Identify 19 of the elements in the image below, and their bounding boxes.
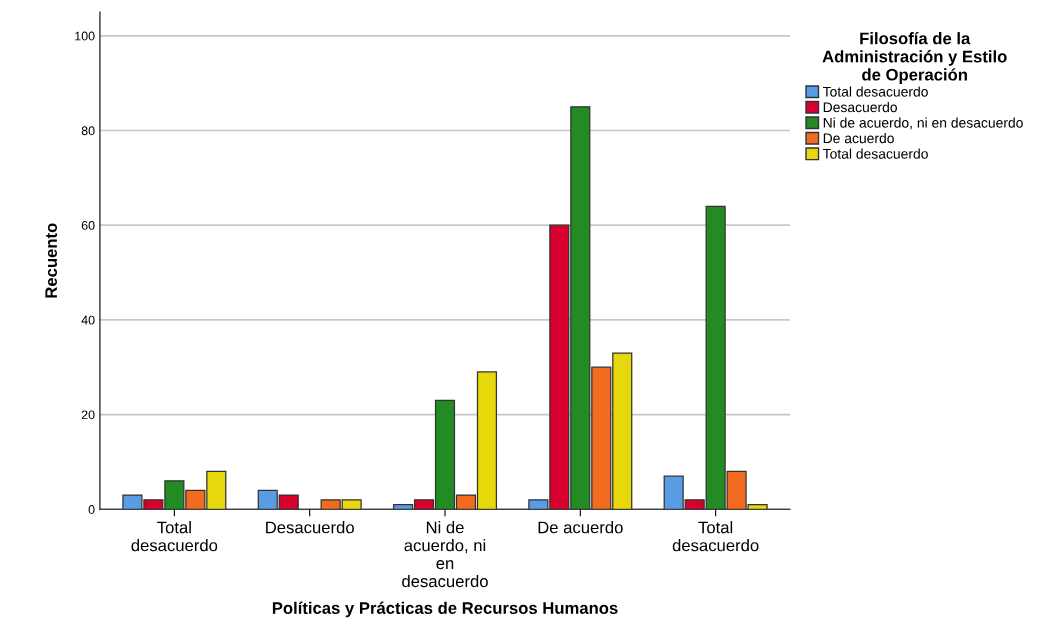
y-tick-label: 60 [81, 221, 95, 230]
x-tick-label: Total desacuerdo [672, 521, 759, 552]
legend-label: Desacuerdo [823, 101, 897, 113]
legend-label: Total desacuerdo [822, 86, 928, 97]
x-tick-label: Desacuerdo [266, 521, 354, 534]
x-tick-label: Total desacuerdo [131, 521, 218, 552]
legend-label: Total desacuerdo [822, 148, 928, 159]
x-axis-title: Políticas y Prácticas de Recursos Humanos [272, 601, 618, 618]
y-tick-label: 100 [75, 31, 95, 41]
y-axis-title: Recuento [45, 223, 58, 298]
y-tick-label: 0 [88, 505, 95, 514]
x-tick-label: Ni de acuerdo, ni en desacuerdo [402, 521, 488, 588]
y-tick-label: 40 [81, 315, 95, 325]
y-tick-label: 80 [81, 126, 95, 136]
legend-label: Ni de acuerdo, ni en desacuerdo [823, 117, 1023, 130]
x-tick-label: De acuerdo [538, 521, 623, 534]
y-tick-label: 20 [81, 410, 95, 420]
legend-title: Filosofía de la Administración y Estilo de Operación [822, 31, 1007, 84]
legend-label: De acuerdo [823, 133, 894, 144]
